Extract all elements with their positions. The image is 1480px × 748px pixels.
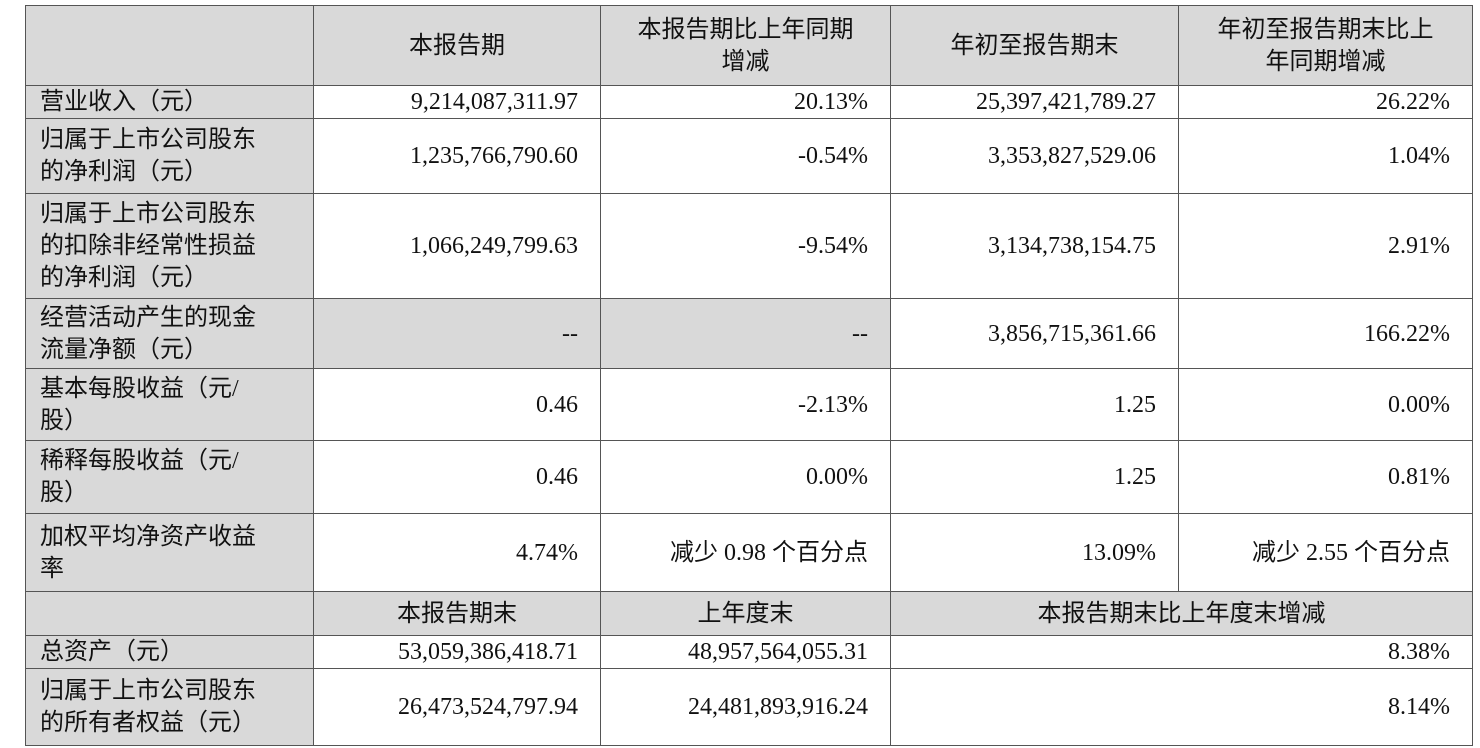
cell: 9,214,087,311.97 [313,85,601,119]
cell: 1.25 [890,440,1179,514]
cell: 53,059,386,418.71 [313,635,601,669]
header-blank [25,5,314,86]
table-row: 归属于上市公司股东 的所有者权益（元） 26,473,524,797.94 24… [25,668,1473,746]
cell: -- [600,298,891,369]
row-label: 稀释每股收益（元/ 股） [25,440,314,514]
cell: 1,066,249,799.63 [313,193,601,299]
table-row: 归属于上市公司股东 的净利润（元） 1,235,766,790.60 -0.54… [25,118,1473,194]
subheader-last-year-end: 上年度末 [600,591,891,636]
cell: 2.91% [1178,193,1473,299]
row-label: 归属于上市公司股东 的扣除非经常性损益 的净利润（元） [25,193,314,299]
cell: 25,397,421,789.27 [890,85,1179,119]
table-row: 稀释每股收益（元/ 股） 0.46 0.00% 1.25 0.81% [25,440,1473,514]
row-label: 经营活动产生的现金 流量净额（元） [25,298,314,369]
subheader-period-end: 本报告期末 [313,591,601,636]
header-ytd-yoy: 年初至报告期末比上 年同期增减 [1178,5,1473,86]
cell: 3,353,827,529.06 [890,118,1179,194]
header-current-yoy: 本报告期比上年同期 增减 [600,5,891,86]
cell: 0.81% [1178,440,1473,514]
cell: -- [313,298,601,369]
table-row: 经营活动产生的现金 流量净额（元） -- -- 3,856,715,361.66… [25,298,1473,369]
cell: 8.38% [890,635,1473,669]
cell: 166.22% [1178,298,1473,369]
cell: 0.00% [600,440,891,514]
row-label: 基本每股收益（元/ 股） [25,368,314,441]
cell: 24,481,893,916.24 [600,668,891,746]
table-row: 营业收入（元） 9,214,087,311.97 20.13% 25,397,4… [25,85,1473,119]
cell: 26.22% [1178,85,1473,119]
header-ytd: 年初至报告期末 [890,5,1179,86]
cell: 1.25 [890,368,1179,441]
cell: 0.46 [313,440,601,514]
cell: 20.13% [600,85,891,119]
table-row: 总资产（元） 53,059,386,418.71 48,957,564,055.… [25,635,1473,669]
cell: 3,856,715,361.66 [890,298,1179,369]
financial-summary-table: 本报告期 本报告期比上年同期 增减 年初至报告期末 年初至报告期末比上 年同期增… [25,5,1473,746]
cell: 减少 0.98 个百分点 [600,513,891,592]
cell: 0.00% [1178,368,1473,441]
table-row: 归属于上市公司股东 的扣除非经常性损益 的净利润（元） 1,066,249,79… [25,193,1473,299]
cell: 4.74% [313,513,601,592]
cell: -2.13% [600,368,891,441]
cell: 减少 2.55 个百分点 [1178,513,1473,592]
cell: 1.04% [1178,118,1473,194]
cell: -9.54% [600,193,891,299]
header-row: 本报告期 本报告期比上年同期 增减 年初至报告期末 年初至报告期末比上 年同期增… [25,5,1473,86]
cell: 3,134,738,154.75 [890,193,1179,299]
cell: 48,957,564,055.31 [600,635,891,669]
cell: 1,235,766,790.60 [313,118,601,194]
cell: 26,473,524,797.94 [313,668,601,746]
row-label: 归属于上市公司股东 的净利润（元） [25,118,314,194]
subheader-change: 本报告期末比上年度末增减 [890,591,1473,636]
row-label: 营业收入（元） [25,85,314,119]
cell: 0.46 [313,368,601,441]
cell: -0.54% [600,118,891,194]
table-row: 加权平均净资产收益 率 4.74% 减少 0.98 个百分点 13.09% 减少… [25,513,1473,592]
cell: 8.14% [890,668,1473,746]
header-current-period: 本报告期 [313,5,601,86]
subheader-blank [25,591,314,636]
row-label: 归属于上市公司股东 的所有者权益（元） [25,668,314,746]
subheader-row: 本报告期末 上年度末 本报告期末比上年度末增减 [25,591,1473,636]
row-label: 加权平均净资产收益 率 [25,513,314,592]
cell: 13.09% [890,513,1179,592]
table-row: 基本每股收益（元/ 股） 0.46 -2.13% 1.25 0.00% [25,368,1473,441]
row-label: 总资产（元） [25,635,314,669]
